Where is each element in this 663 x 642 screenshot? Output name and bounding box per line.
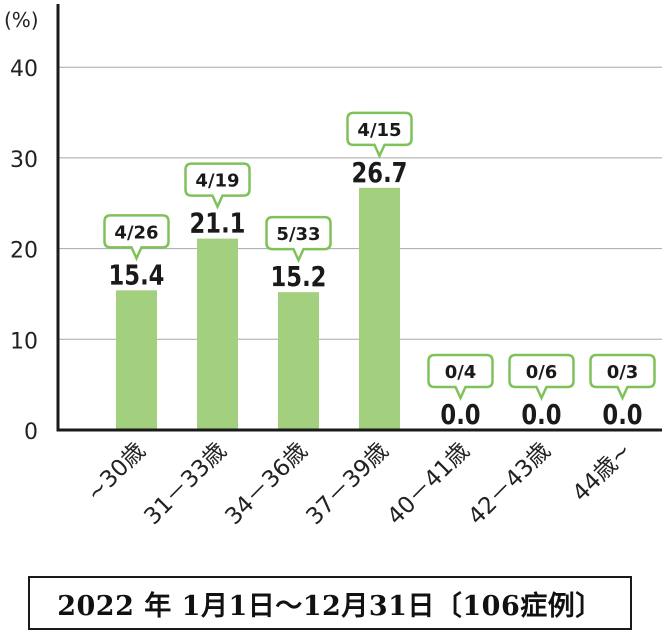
value-label: 21.1 [190,207,246,240]
x-tick-label: 44歳~ [568,438,637,507]
x-tick-label: 42－43歳 [463,438,555,530]
ratio-callout [427,353,494,402]
ratio-label: 4/15 [357,120,401,141]
ratio-label: 0/6 [526,362,558,383]
y-tick-label: 0 [24,420,38,445]
ratio-label: 5/33 [276,224,320,245]
ratio-callout [589,353,656,402]
axes [56,4,662,432]
ratio-callout [346,111,413,159]
value-label: 15.2 [271,261,327,294]
y-axis-unit-label: (%) [4,8,39,32]
ratio-callout [103,214,170,262]
y-tick-label: 30 [10,148,38,173]
bars [116,187,400,430]
ratio-callout [265,215,332,264]
bar [116,290,157,430]
period-caption-text: 2022 年 1月1日～12月31日〔106症例〕 [57,590,603,622]
y-tick-label: 20 [10,239,38,264]
ratio-label: 0/3 [607,362,639,383]
x-tick-label: 40－41歳 [382,438,474,530]
value-label: 0.0 [440,399,480,432]
y-tick-label: 10 [10,329,38,354]
y-tick-label: 40 [10,57,38,82]
bar-chart: 0 10 20 30 40 15.4 4/26 ~30歳 21.1 4/19 31－33歳 15.2 5… [4,4,662,530]
bar [197,238,238,430]
value-label: 0.0 [602,399,642,432]
labels: 0 10 20 30 40 15.4 4/26 ~30歳 21.1 4/19 31－33歳 15.2 5… [10,57,656,530]
ratio-callout [508,353,575,402]
value-label: 0.0 [521,399,561,432]
value-label: 15.4 [109,259,165,292]
x-tick-label: 31－33歳 [139,438,231,530]
ratio-callout [184,162,251,210]
value-label: 26.7 [352,157,408,190]
x-tick-label: 34－36歳 [220,438,312,530]
bar [359,187,400,430]
ratio-label: 4/19 [195,171,239,192]
period-caption: 2022 年 1月1日～12月31日〔106症例〕 [28,576,632,630]
bar [278,292,319,430]
ratio-label: 4/26 [114,222,158,243]
x-tick-label: 37－39歳 [301,438,393,530]
ratio-label: 0/4 [445,362,477,383]
x-tick-label: ~30歳 [82,438,151,507]
